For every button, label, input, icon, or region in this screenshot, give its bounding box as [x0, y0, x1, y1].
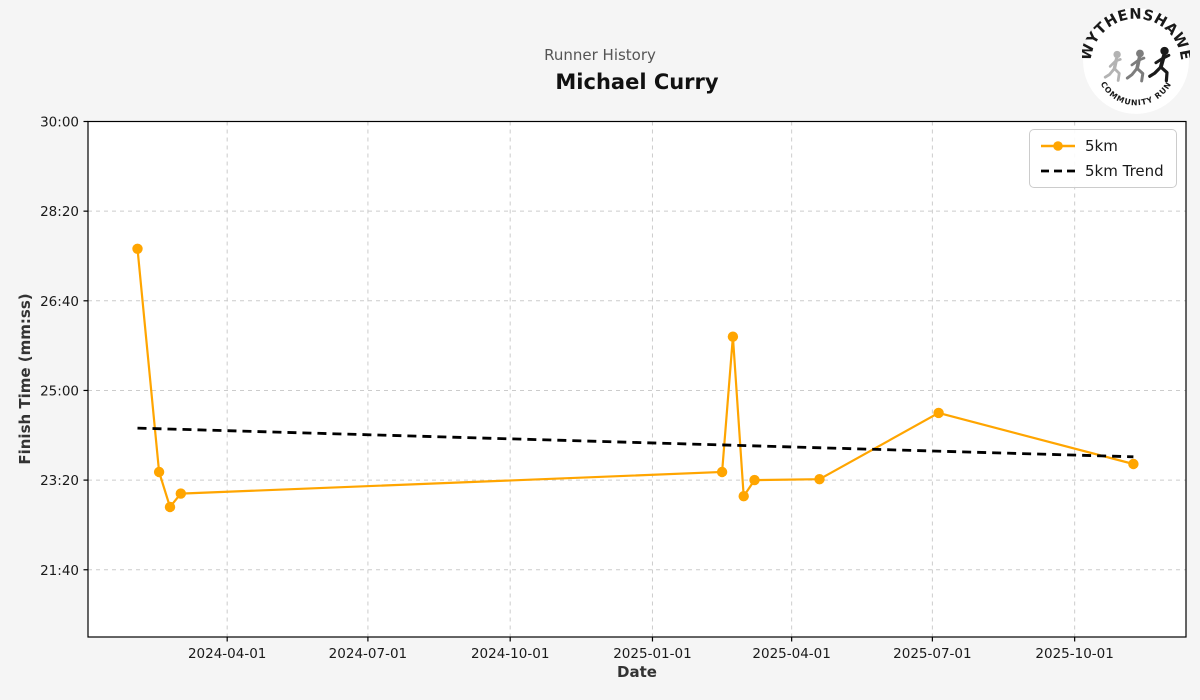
data-point-marker [153, 466, 165, 478]
legend-label-5km-trend: 5km Trend [1085, 162, 1164, 180]
x-tick-label: 2024-04-01 [188, 646, 266, 662]
club-logo: WYTHENSHAWE COMMUNITY RUN [1082, 6, 1190, 114]
chart-subtitle: Runner History [544, 46, 656, 64]
data-point-marker [716, 466, 728, 478]
data-point-marker [1128, 458, 1139, 470]
y-tick-label: 23:20 [40, 473, 79, 489]
y-axis-label: Finish Time (mm:ss) [16, 293, 34, 465]
trend-line [137, 426, 1134, 459]
axes-spines [87, 120, 1187, 638]
x-tick-label: 2025-07-01 [893, 646, 971, 662]
y-tick-label: 26:40 [40, 294, 79, 310]
logo-runner-icon [1103, 46, 1171, 83]
data-point-marker [164, 501, 176, 513]
legend-item-5km: 5km [1039, 137, 1166, 155]
legend: 5km 5km Trend [1029, 129, 1177, 188]
legend-item-5km-trend: 5km Trend [1039, 162, 1166, 180]
y-tick-label: 28:20 [40, 204, 79, 220]
y-tick-label: 21:40 [40, 563, 79, 579]
data-point-marker [814, 474, 825, 485]
x-tick-label: 2024-07-01 [329, 646, 407, 662]
data-point-marker [933, 407, 944, 419]
x-tick-label: 2025-10-01 [1035, 646, 1113, 662]
plot-area [88, 121, 1186, 637]
data-point-marker [132, 243, 143, 254]
x-tick-label: 2025-01-01 [613, 646, 691, 662]
y-tick-label: 30:00 [40, 115, 79, 131]
data-point-marker [749, 474, 760, 486]
trend-line-icon [1041, 169, 1075, 173]
series-line-icon [1041, 141, 1075, 151]
data-point-marker [175, 488, 186, 499]
data-point-marker [738, 491, 749, 502]
data-point-marker [727, 331, 739, 342]
y-tick-label: 25:00 [40, 383, 79, 399]
chart-title: Michael Curry [555, 70, 719, 94]
x-tick-label: 2025-04-01 [752, 646, 830, 662]
x-axis-label: Date [617, 663, 657, 681]
x-tick-label: 2024-10-01 [471, 646, 549, 662]
legend-label-5km: 5km [1085, 137, 1118, 155]
